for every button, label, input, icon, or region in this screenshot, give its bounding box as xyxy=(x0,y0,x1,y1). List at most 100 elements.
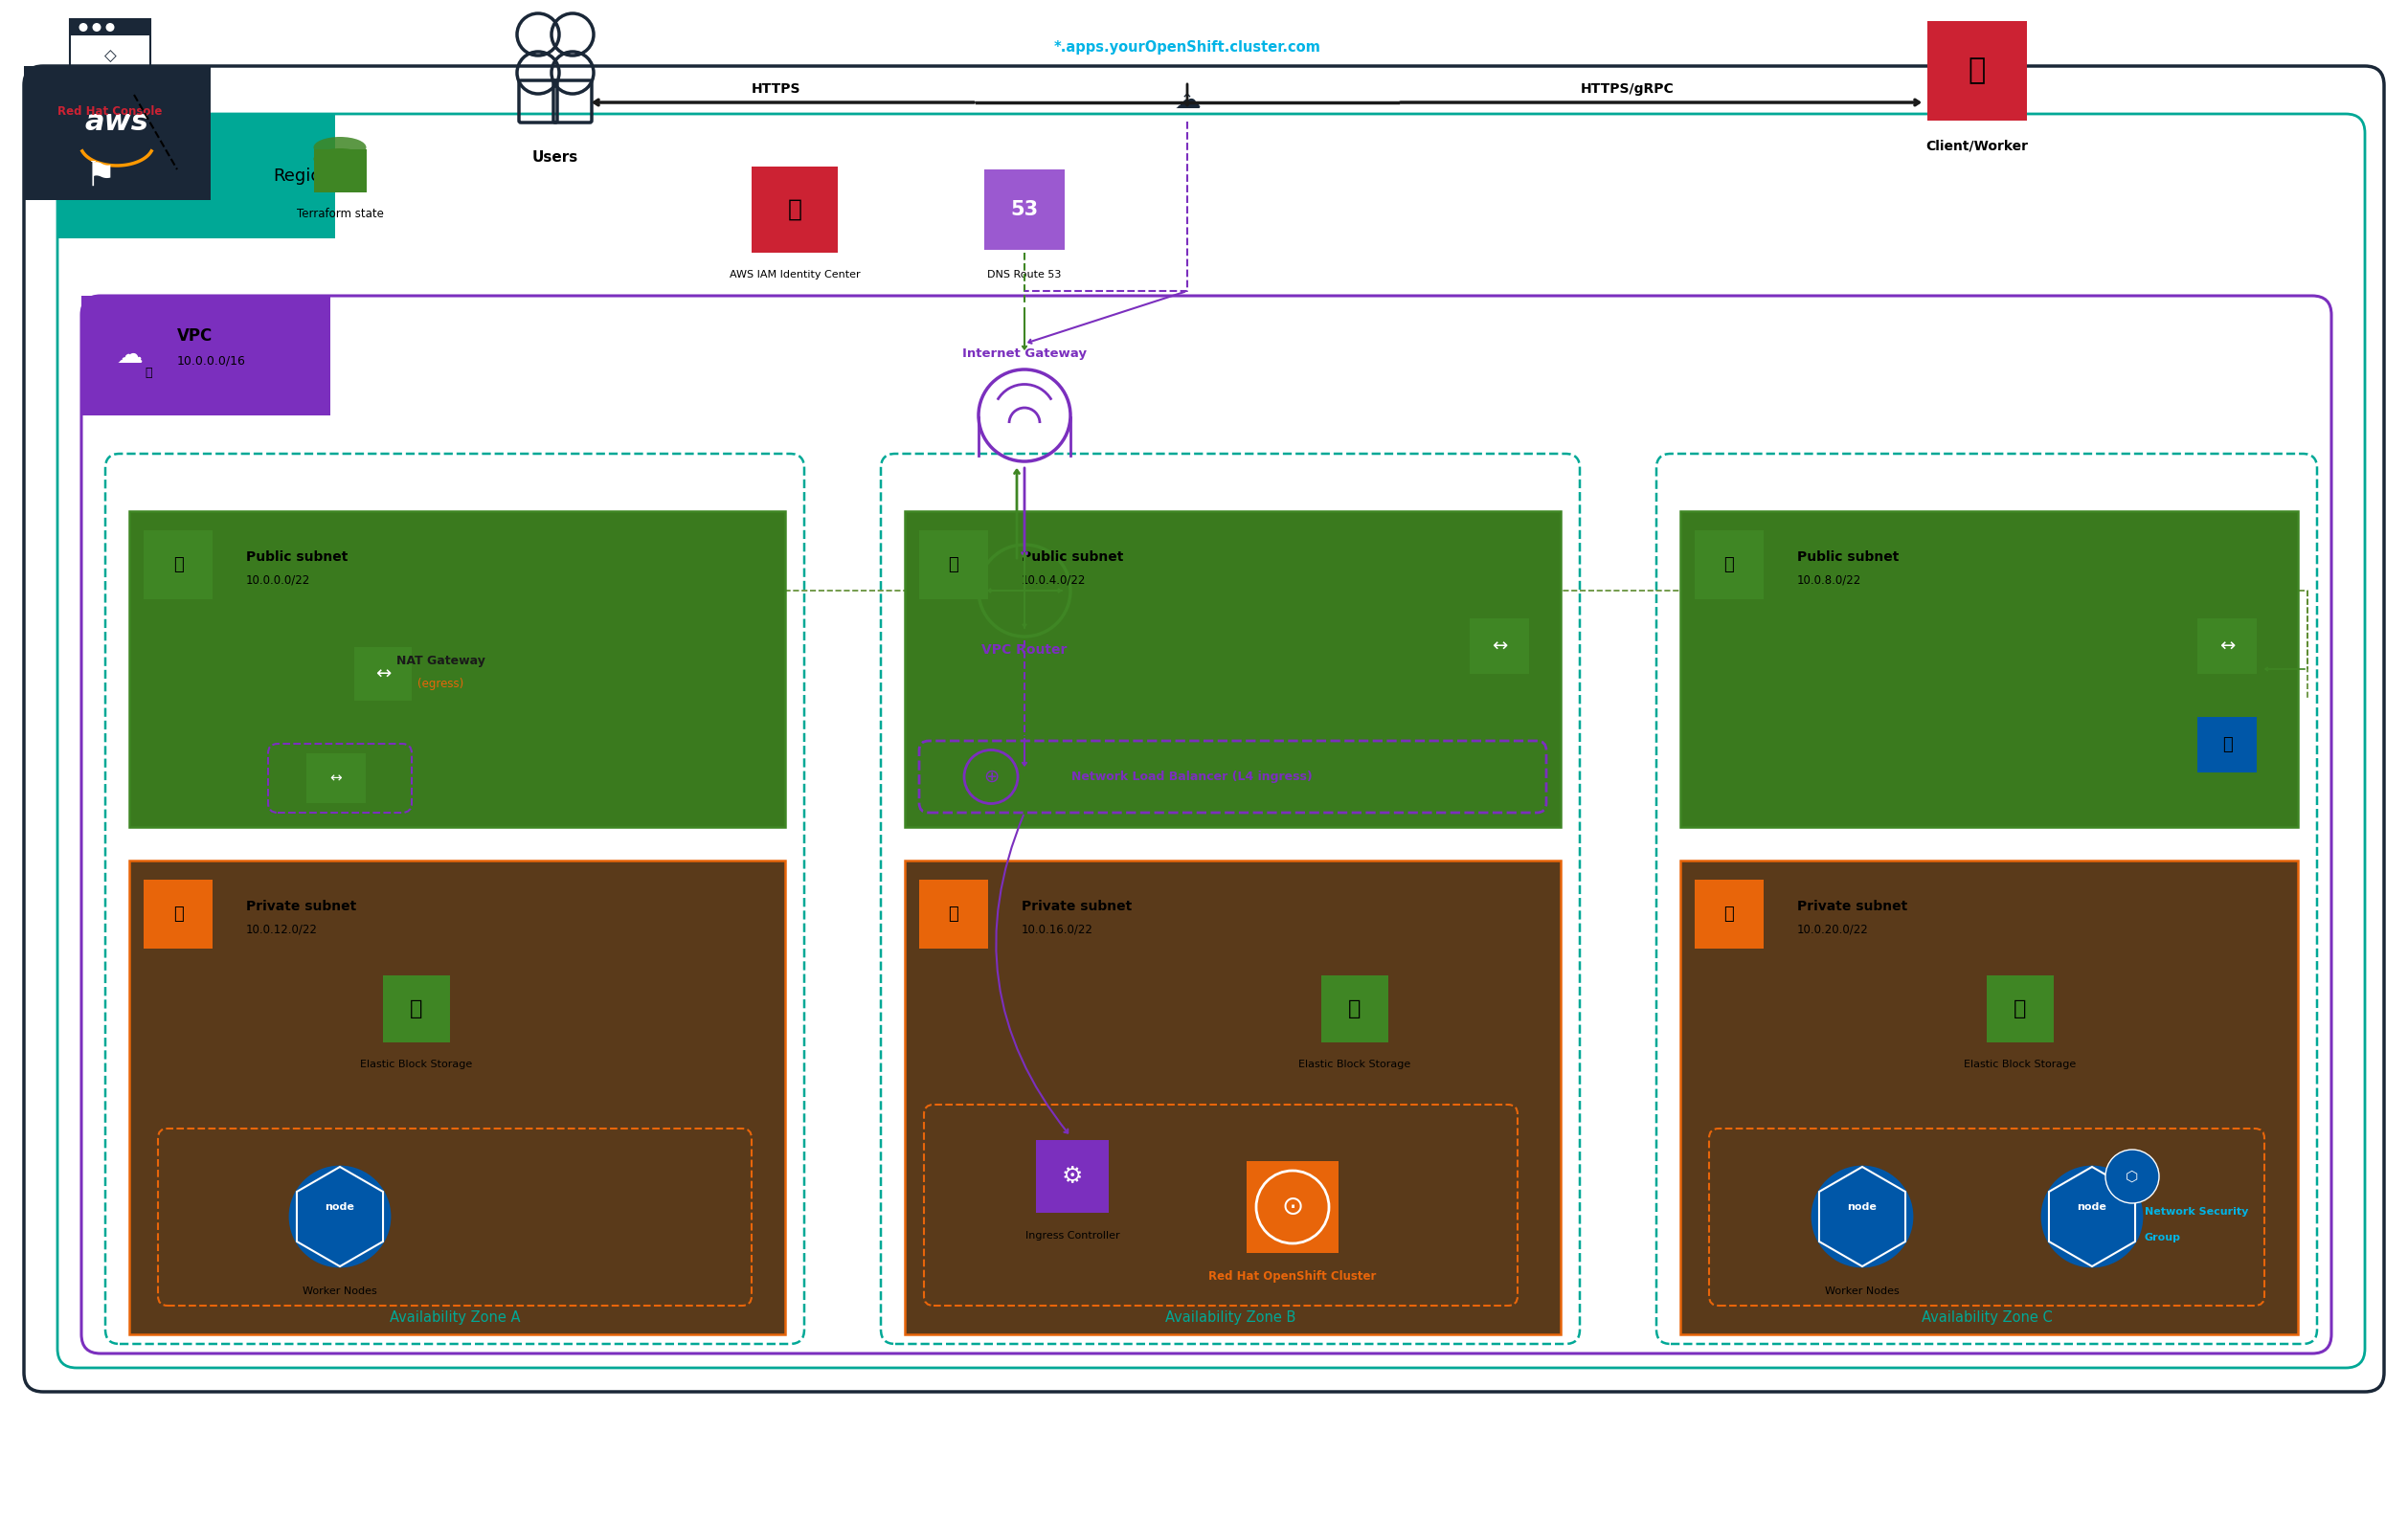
Text: Elastic Block Storage: Elastic Block Storage xyxy=(1965,1060,2076,1069)
Text: 10.0.0.0/16: 10.0.0.0/16 xyxy=(178,354,246,367)
Circle shape xyxy=(1813,1167,1912,1267)
Bar xyxy=(920,531,987,599)
Text: Network Load Balancer (L4 ingress): Network Load Balancer (L4 ingress) xyxy=(1072,771,1312,783)
Text: node: node xyxy=(2078,1202,2107,1212)
Bar xyxy=(70,20,149,88)
Bar xyxy=(144,879,212,949)
Ellipse shape xyxy=(313,149,366,169)
Bar xyxy=(1926,21,2028,120)
Text: DNS Route 53: DNS Route 53 xyxy=(987,269,1062,280)
Bar xyxy=(2199,619,2256,674)
Bar xyxy=(130,511,785,827)
Text: node: node xyxy=(325,1202,354,1212)
Text: Network Security: Network Security xyxy=(2146,1208,2249,1217)
Bar xyxy=(1035,1141,1108,1212)
Bar xyxy=(905,861,1560,1334)
Bar xyxy=(1695,879,1763,949)
Circle shape xyxy=(2042,1167,2141,1267)
Text: 🗃: 🗃 xyxy=(2013,999,2028,1019)
Text: 🔒: 🔒 xyxy=(1724,905,1734,923)
Bar xyxy=(905,511,1560,827)
Text: Worker Nodes: Worker Nodes xyxy=(303,1287,378,1296)
Text: ⚑: ⚑ xyxy=(84,160,116,192)
Circle shape xyxy=(2105,1150,2160,1203)
Text: 🔍: 🔍 xyxy=(787,198,802,221)
Text: ⬡: ⬡ xyxy=(2126,1170,2138,1183)
Text: Public subnet: Public subnet xyxy=(1796,551,1900,564)
Text: ⊕: ⊕ xyxy=(982,768,999,786)
Bar xyxy=(1322,975,1389,1042)
Bar xyxy=(1987,975,2054,1042)
Text: 🔒: 🔒 xyxy=(949,557,958,573)
Text: 🔒: 🔒 xyxy=(1724,557,1734,573)
Text: Private subnet: Private subnet xyxy=(1021,900,1132,913)
Text: ↔: ↔ xyxy=(2220,637,2235,656)
Text: 10.0.12.0/22: 10.0.12.0/22 xyxy=(246,923,318,935)
Text: ↔: ↔ xyxy=(1491,637,1507,656)
Bar xyxy=(985,169,1064,249)
Text: 🔒: 🔒 xyxy=(173,905,183,923)
Text: Elastic Block Storage: Elastic Block Storage xyxy=(1298,1060,1411,1069)
Text: Availability Zone A: Availability Zone A xyxy=(390,1310,520,1325)
Text: Worker Nodes: Worker Nodes xyxy=(1825,1287,1900,1296)
Text: ⚙: ⚙ xyxy=(1062,1165,1084,1188)
Text: Internet Gateway: Internet Gateway xyxy=(963,347,1086,359)
Text: Group: Group xyxy=(2146,1234,2182,1243)
Text: Red Hat OpenShift Cluster: Red Hat OpenShift Cluster xyxy=(1209,1270,1377,1282)
Bar xyxy=(58,114,335,239)
Bar xyxy=(1681,511,2297,827)
Text: 🗃: 🗃 xyxy=(1348,999,1361,1019)
Text: Private subnet: Private subnet xyxy=(246,900,356,913)
Circle shape xyxy=(106,23,116,32)
Bar xyxy=(24,65,209,201)
Text: ↔: ↔ xyxy=(330,771,342,785)
Text: 🤖: 🤖 xyxy=(1967,56,1987,85)
Text: Private subnet: Private subnet xyxy=(1796,900,1907,913)
Text: 10.0.8.0/22: 10.0.8.0/22 xyxy=(1796,573,1861,586)
Text: Public subnet: Public subnet xyxy=(1021,551,1125,564)
Circle shape xyxy=(92,23,101,32)
Text: Ingress Controller: Ingress Controller xyxy=(1026,1230,1120,1241)
Text: 🔒: 🔒 xyxy=(173,557,183,573)
Bar xyxy=(306,753,366,803)
Bar xyxy=(1469,619,1529,674)
Text: aws: aws xyxy=(84,108,149,135)
Text: Public subnet: Public subnet xyxy=(246,551,347,564)
Text: HTTPS/gRPC: HTTPS/gRPC xyxy=(1582,82,1674,96)
Text: Availability Zone C: Availability Zone C xyxy=(1922,1310,2052,1325)
Text: ☁: ☁ xyxy=(116,342,142,368)
Bar xyxy=(144,531,212,599)
Text: (egress): (egress) xyxy=(417,677,462,689)
Text: 10.0.0.0/22: 10.0.0.0/22 xyxy=(246,573,311,586)
Bar xyxy=(130,861,785,1334)
Bar xyxy=(920,879,987,949)
Text: VPC Router: VPC Router xyxy=(982,643,1067,657)
Text: 🔒: 🔒 xyxy=(144,367,152,379)
Bar xyxy=(70,20,149,35)
Circle shape xyxy=(79,23,87,32)
Ellipse shape xyxy=(313,137,366,158)
Bar xyxy=(2199,716,2256,773)
Text: AWS IAM Identity Center: AWS IAM Identity Center xyxy=(730,269,860,280)
Bar xyxy=(1247,1161,1339,1253)
Text: 10.0.16.0/22: 10.0.16.0/22 xyxy=(1021,923,1093,935)
Bar xyxy=(383,975,450,1042)
Bar xyxy=(1681,861,2297,1334)
Text: 10.0.20.0/22: 10.0.20.0/22 xyxy=(1796,923,1869,935)
Text: 10.0.4.0/22: 10.0.4.0/22 xyxy=(1021,573,1086,586)
Text: ↔: ↔ xyxy=(376,665,390,683)
Text: *.apps.yourOpenShift.cluster.com: *.apps.yourOpenShift.cluster.com xyxy=(1055,40,1320,55)
Text: ☁: ☁ xyxy=(1175,87,1202,114)
Text: node: node xyxy=(1847,1202,1876,1212)
Text: NAT Gateway: NAT Gateway xyxy=(395,654,484,666)
Text: 🛡: 🛡 xyxy=(2223,736,2232,753)
Text: ◇: ◇ xyxy=(104,47,116,65)
Text: HTTPS: HTTPS xyxy=(751,82,799,96)
Text: Elastic Block Storage: Elastic Block Storage xyxy=(361,1060,472,1069)
Bar xyxy=(751,167,838,252)
Circle shape xyxy=(289,1167,390,1267)
Text: Region: Region xyxy=(272,167,332,184)
Text: Users: Users xyxy=(532,149,578,164)
Text: Red Hat Console: Red Hat Console xyxy=(58,105,161,117)
Bar xyxy=(82,295,330,415)
